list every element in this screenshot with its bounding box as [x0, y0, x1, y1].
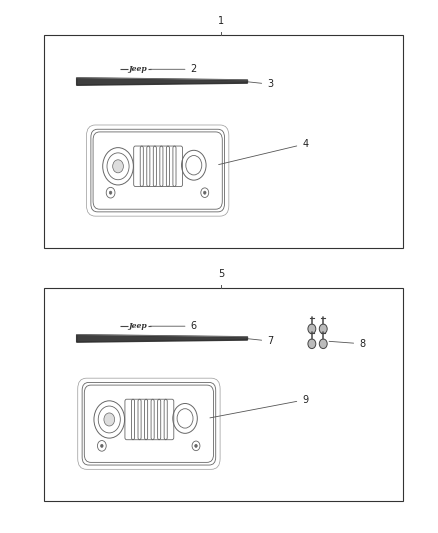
Circle shape	[308, 339, 316, 349]
Text: 4: 4	[219, 139, 308, 165]
Text: 7: 7	[248, 336, 273, 346]
Circle shape	[308, 324, 316, 334]
Polygon shape	[77, 335, 247, 342]
Bar	[44, 288, 403, 501]
Bar	[44, 35, 403, 248]
Text: 5: 5	[218, 269, 224, 279]
Circle shape	[194, 445, 197, 448]
Circle shape	[203, 191, 206, 194]
Text: 3: 3	[248, 79, 273, 89]
Text: 8: 8	[329, 339, 365, 349]
Circle shape	[319, 324, 327, 334]
Circle shape	[110, 191, 112, 194]
Circle shape	[104, 413, 115, 426]
Circle shape	[101, 445, 103, 448]
Polygon shape	[77, 78, 247, 85]
Text: 9: 9	[210, 395, 308, 418]
Text: Jeep: Jeep	[129, 322, 147, 330]
Circle shape	[113, 160, 124, 173]
Text: Jeep: Jeep	[129, 65, 147, 74]
Text: 1: 1	[218, 15, 224, 26]
Circle shape	[319, 339, 327, 349]
Text: 2: 2	[150, 64, 197, 74]
Text: 6: 6	[150, 321, 197, 331]
